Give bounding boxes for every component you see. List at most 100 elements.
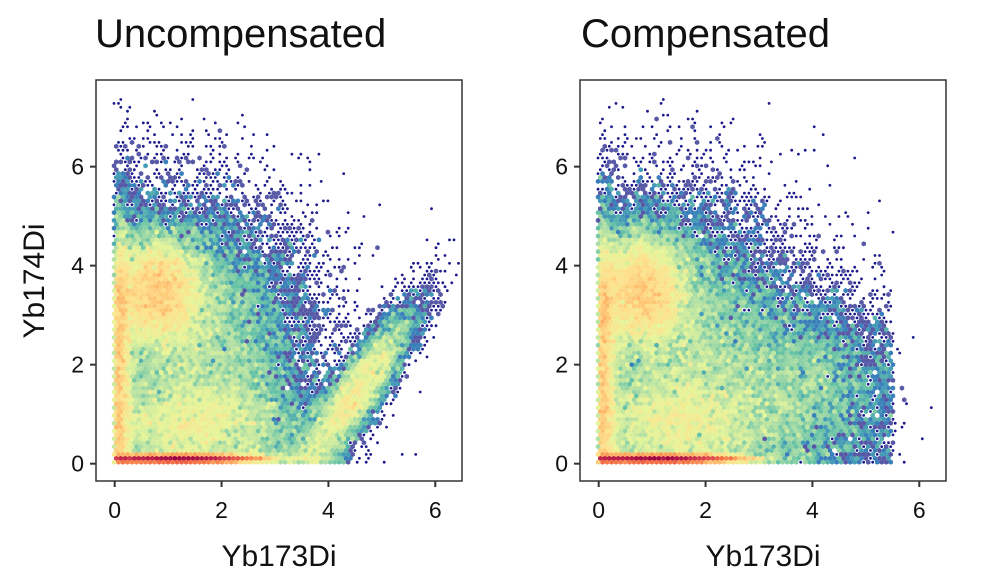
- hexbin-cell: [432, 297, 436, 300]
- hexbin-cell: [179, 264, 184, 270]
- hexbin-cell: [159, 307, 164, 313]
- hexbin-cell: [165, 342, 171, 348]
- hexbin-cell: [228, 397, 234, 403]
- hexbin-cell: [262, 299, 268, 305]
- hexbin-cell: [224, 459, 229, 465]
- hexbin-cell: [120, 436, 126, 442]
- hexbin-cell: [114, 416, 119, 422]
- hexbin-cell: [331, 332, 334, 335]
- hexbin-cell: [138, 233, 144, 239]
- hexbin-cell: [765, 230, 769, 234]
- hexbin-cell: [235, 455, 241, 461]
- hexbin-cell: [118, 291, 123, 298]
- hexbin-cell: [125, 272, 130, 278]
- hexbin-cell: [290, 230, 294, 234]
- hexbin-cell: [197, 327, 202, 333]
- hexbin-cell: [420, 330, 425, 337]
- hexbin-cell: [296, 397, 301, 403]
- hexbin-cell: [341, 412, 346, 418]
- hexbin-cell: [319, 343, 323, 347]
- hexbin-cell: [143, 459, 148, 465]
- hexbin-cell: [161, 358, 166, 364]
- hexbin-cell: [235, 260, 241, 266]
- hexbin-cell: [213, 260, 218, 266]
- hexbin-cell: [396, 390, 400, 394]
- hexbin-cell: [204, 191, 208, 195]
- hexbin-cell: [165, 373, 171, 379]
- hexbin-cell: [159, 369, 164, 376]
- hexbin-cell: [154, 284, 159, 290]
- hexbin-cell: [210, 420, 216, 426]
- hexbin-cell: [260, 303, 265, 309]
- hexbin-cell: [162, 148, 165, 152]
- hexbin-cell: [233, 420, 238, 426]
- hexbin-cell: [145, 268, 150, 274]
- hexbin-cell: [204, 176, 208, 179]
- hexbin-cell: [234, 156, 238, 160]
- hexbin-cell: [317, 285, 321, 289]
- hexbin-cell: [129, 444, 135, 450]
- hexbin-cell: [208, 260, 214, 266]
- hexbin-cell: [305, 428, 310, 434]
- hexbin-cell: [152, 249, 157, 255]
- hexbin-cell: [168, 268, 173, 274]
- hexbin-cell: [179, 334, 184, 340]
- hexbin-cell: [190, 401, 196, 407]
- hexbin-cell: [120, 295, 126, 301]
- hexbin-cell: [129, 249, 135, 255]
- hexbin-cell: [315, 203, 319, 207]
- hexbin-cell: [267, 252, 272, 259]
- hexbin-cell: [136, 323, 141, 329]
- hexbin-cell: [210, 233, 216, 239]
- hexbin-cell: [394, 277, 397, 281]
- hexbin-cell: [195, 276, 200, 282]
- hexbin-cell: [161, 350, 166, 356]
- hexbin-cell: [368, 389, 373, 395]
- hexbin-cell: [134, 272, 139, 278]
- hexbin-cell: [159, 199, 163, 203]
- hexbin-cell: [186, 416, 191, 422]
- hexbin-cell: [303, 362, 308, 368]
- hexbin-cell: [172, 299, 178, 305]
- hexbin-cell: [436, 304, 440, 308]
- hexbin-cell: [343, 416, 349, 422]
- hexbin-cell: [204, 222, 208, 226]
- hexbin-cell: [183, 381, 189, 387]
- hexbin-cell: [318, 428, 324, 434]
- hexbin-cell: [314, 444, 319, 450]
- hexbin-cell: [246, 459, 252, 465]
- hexbin-cell: [143, 264, 148, 270]
- hexbin-cell: [146, 121, 150, 125]
- hexbin-cell: [269, 303, 274, 309]
- hexbin-cell: [238, 242, 242, 246]
- hexbin-cell: [141, 206, 146, 212]
- hexbin-cell: [116, 256, 121, 262]
- hexbin-cell: [421, 347, 424, 351]
- hexbin-cell: [177, 299, 182, 305]
- hexbin-cell: [125, 241, 130, 247]
- hexbin-cell: [150, 346, 155, 352]
- hexbin-cell: [111, 163, 117, 169]
- hexbin-cell: [279, 195, 282, 199]
- hexbin-cell: [341, 459, 346, 465]
- hexbin-cell: [116, 420, 121, 426]
- hexbin-cell: [255, 225, 261, 231]
- hexbin-cell: [154, 432, 159, 438]
- hexbin-cell: [170, 272, 175, 278]
- hexbin-cell: [150, 315, 155, 321]
- hexbin-cell: [258, 369, 263, 376]
- hexbin-cell: [156, 428, 162, 434]
- hexbin-cell: [116, 405, 121, 411]
- hexbin-cell: [150, 291, 155, 298]
- hexbin-cell: [204, 323, 209, 329]
- hexbin-cell: [130, 187, 134, 191]
- hexbin-cell: [288, 234, 291, 238]
- hexbin-cell: [125, 350, 130, 356]
- hexbin-cell: [228, 350, 234, 356]
- hexbin-cell: [357, 354, 362, 360]
- hexbin-cell: [172, 315, 178, 321]
- hexbin-cell: [152, 288, 157, 294]
- hexbin-cell: [125, 319, 130, 325]
- hexbin-cell: [213, 424, 218, 430]
- hexbin-cell: [136, 362, 141, 368]
